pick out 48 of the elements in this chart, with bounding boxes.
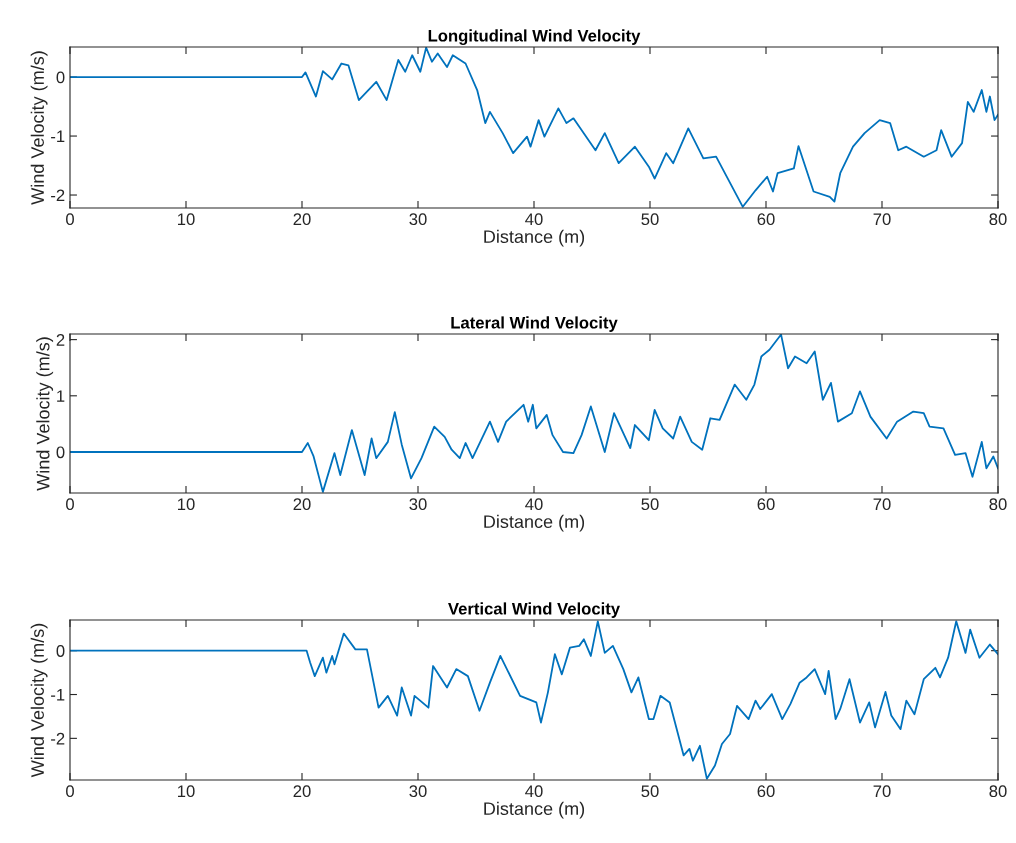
x-tick-label: 30: [409, 498, 427, 511]
x-tick-label: 0: [66, 498, 74, 511]
x-tick-label: 30: [409, 785, 427, 798]
x-tick-label: 50: [641, 498, 659, 511]
x-tick-label: 10: [178, 498, 195, 511]
x-tick-label: 80: [989, 785, 1007, 798]
x-tick-label: 10: [178, 213, 195, 226]
x-tick-label: 0: [66, 785, 74, 798]
y-tick-label: 0: [56, 645, 65, 657]
x-tick-label: 10: [178, 785, 195, 798]
x-axis-title: Distance (m): [484, 801, 585, 819]
x-tick-label: 60: [757, 785, 775, 798]
x-tick-label: 20: [293, 498, 311, 511]
y-tick-label: -1: [51, 130, 65, 143]
y-axis-title: Wind Velocity (m/s): [36, 337, 54, 491]
x-tick-label: 60: [757, 213, 775, 226]
x-tick-label: 0: [66, 213, 74, 226]
chart-title: Vertical Wind Velocity: [448, 602, 620, 618]
x-tick-label: 80: [989, 498, 1007, 511]
line-series: [70, 334, 998, 493]
x-tick-label: 20: [293, 213, 311, 226]
line-series: [70, 47, 998, 208]
y-tick-label: -2: [51, 189, 65, 202]
x-tick-label: 50: [641, 213, 659, 226]
x-tick-label: 50: [641, 785, 659, 798]
line-series: [70, 620, 998, 780]
x-tick-label: 40: [525, 785, 543, 798]
x-tick-label: 80: [989, 213, 1007, 226]
x-tick-label: 70: [873, 498, 891, 511]
x-tick-label: 40: [525, 498, 543, 511]
chart-title: Lateral Wind Velocity: [451, 316, 618, 332]
x-tick-label: 70: [873, 213, 891, 226]
x-tick-label: 40: [525, 213, 543, 226]
y-axis-title: Wind Velocity (m/s): [30, 51, 48, 205]
x-tick-label: 30: [409, 213, 427, 226]
chart-title: Longitudinal Wind Velocity: [428, 29, 641, 45]
x-tick-label: 70: [873, 785, 891, 798]
x-axis-title: Distance (m): [484, 229, 585, 247]
x-tick-label: 60: [757, 498, 775, 511]
y-tick-label: 2: [56, 334, 65, 346]
x-tick-label: 20: [293, 785, 311, 798]
y-tick-label: 1: [57, 390, 65, 402]
x-axis-title: Distance (m): [484, 514, 585, 532]
y-tick-label: 0: [56, 71, 65, 84]
y-tick-label: 0: [56, 446, 65, 459]
y-tick-label: -1: [51, 689, 65, 701]
y-axis-title: Wind Velocity (m/s): [30, 623, 48, 778]
y-tick-label: -2: [51, 732, 65, 745]
